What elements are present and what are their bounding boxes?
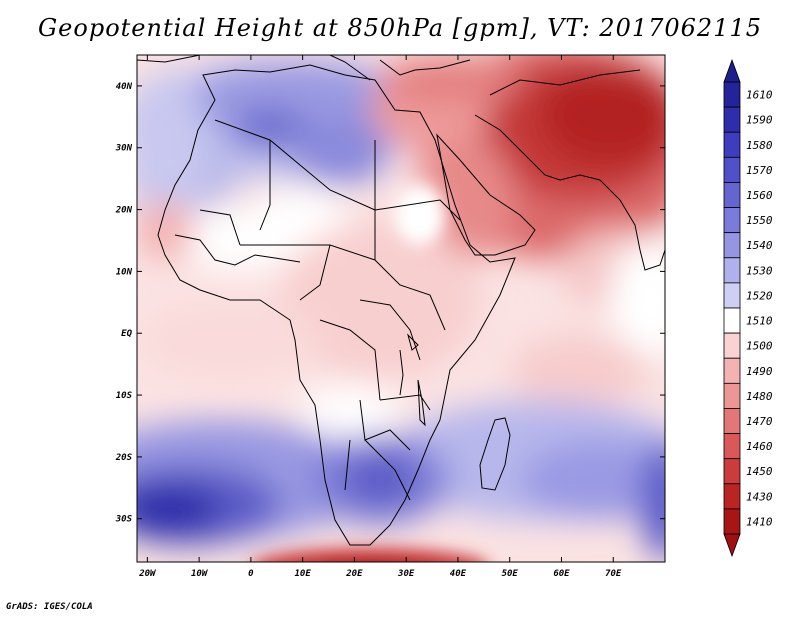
- lon-tick-label: 20W: [138, 569, 157, 579]
- map-title: Geopotential Height at 850hPa [gpm], VT:…: [38, 14, 762, 42]
- lat-tick-label: 40N: [116, 82, 133, 92]
- colorbar-swatch: [723, 483, 741, 510]
- colorbar-label: 1430: [746, 490, 773, 503]
- lon-tick-label: 40E: [450, 569, 467, 579]
- lon-tick-label: 50E: [502, 569, 519, 579]
- credit-text: GrADS: IGES/COLA: [6, 602, 93, 612]
- lon-tick-label: 0: [248, 569, 254, 579]
- lon-tick-label: 60E: [553, 569, 570, 579]
- lat-tick-label: 30N: [115, 144, 133, 154]
- colorbar-swatch: [723, 508, 741, 535]
- height-field: [137, 55, 665, 562]
- lat-tick-label: EQ: [121, 329, 132, 339]
- lon-tick-label: 20E: [345, 569, 363, 579]
- colorbar-bottom-arrow: [723, 533, 741, 558]
- lon-tick-label: 10W: [191, 569, 209, 579]
- lon-tick-label: 30E: [397, 569, 415, 579]
- lon-tick-label: 10E: [295, 569, 312, 579]
- colorbar-swatch: [723, 257, 741, 284]
- lat-axis: 40N 30N 20N 10N EQ 10S 20S 30S: [115, 82, 665, 525]
- colorbar-label: 1540: [746, 239, 773, 252]
- colorbar-swatch: [723, 382, 741, 409]
- colorbar-swatch: [723, 332, 741, 359]
- colorbar-swatch: [723, 106, 741, 133]
- colorbar-label: 1570: [746, 164, 773, 177]
- lat-tick-label: 30S: [115, 515, 133, 525]
- lat-tick-label: 10N: [116, 267, 133, 277]
- colorbar-swatch: [723, 282, 741, 309]
- colorbar-label: 1560: [746, 189, 773, 202]
- colorbar-label: 1580: [746, 139, 773, 152]
- colorbar-swatch: [723, 156, 741, 183]
- colorbar-swatch: [723, 408, 741, 434]
- colorbar-label: 1590: [746, 114, 773, 127]
- colorbar-swatch: [723, 232, 741, 259]
- colorbar-label: 1460: [746, 440, 773, 453]
- colorbar-label: 1490: [746, 365, 773, 378]
- colorbar-label: 1610: [746, 89, 773, 102]
- colorbar-swatch: [723, 131, 741, 158]
- lat-tick-label: 10S: [116, 391, 133, 401]
- colorbar-label: 1500: [746, 340, 773, 353]
- colorbar-swatch: [723, 458, 741, 485]
- colorbar-swatch: [723, 357, 741, 384]
- colorbar-label: 1480: [746, 390, 773, 403]
- colorbar-label: 1410: [746, 515, 773, 528]
- lat-tick-label: 20S: [115, 453, 133, 463]
- colorbar-label: 1550: [746, 214, 773, 227]
- colorbar-swatch: [723, 182, 741, 208]
- colorbar-label: 1520: [746, 289, 773, 302]
- colorbar-swatch: [723, 207, 741, 234]
- colorbar-label: 1470: [746, 415, 773, 428]
- lat-tick-label: 20N: [115, 206, 133, 216]
- colorbar-swatch: [723, 433, 741, 460]
- colorbar-label: 1450: [746, 465, 773, 478]
- plot-frame: [136, 54, 666, 563]
- colorbar: 1610 1590 1580 1570 1560 1550 1540 1530 1520 1510…: [723, 58, 773, 558]
- lon-tick-label: 70E: [605, 569, 622, 579]
- lon-axis: 20W 10W 0 10E 20E 30E 40E 50E 60E 70E: [138, 55, 622, 579]
- colorbar-swatch: [723, 307, 741, 334]
- colorbar-label: 1530: [746, 264, 773, 277]
- coastlines-borders: [137, 55, 665, 546]
- colorbar-top-arrow: [723, 58, 741, 83]
- colorbar-label: 1510: [746, 315, 773, 328]
- colorbar-swatch: [723, 81, 741, 108]
